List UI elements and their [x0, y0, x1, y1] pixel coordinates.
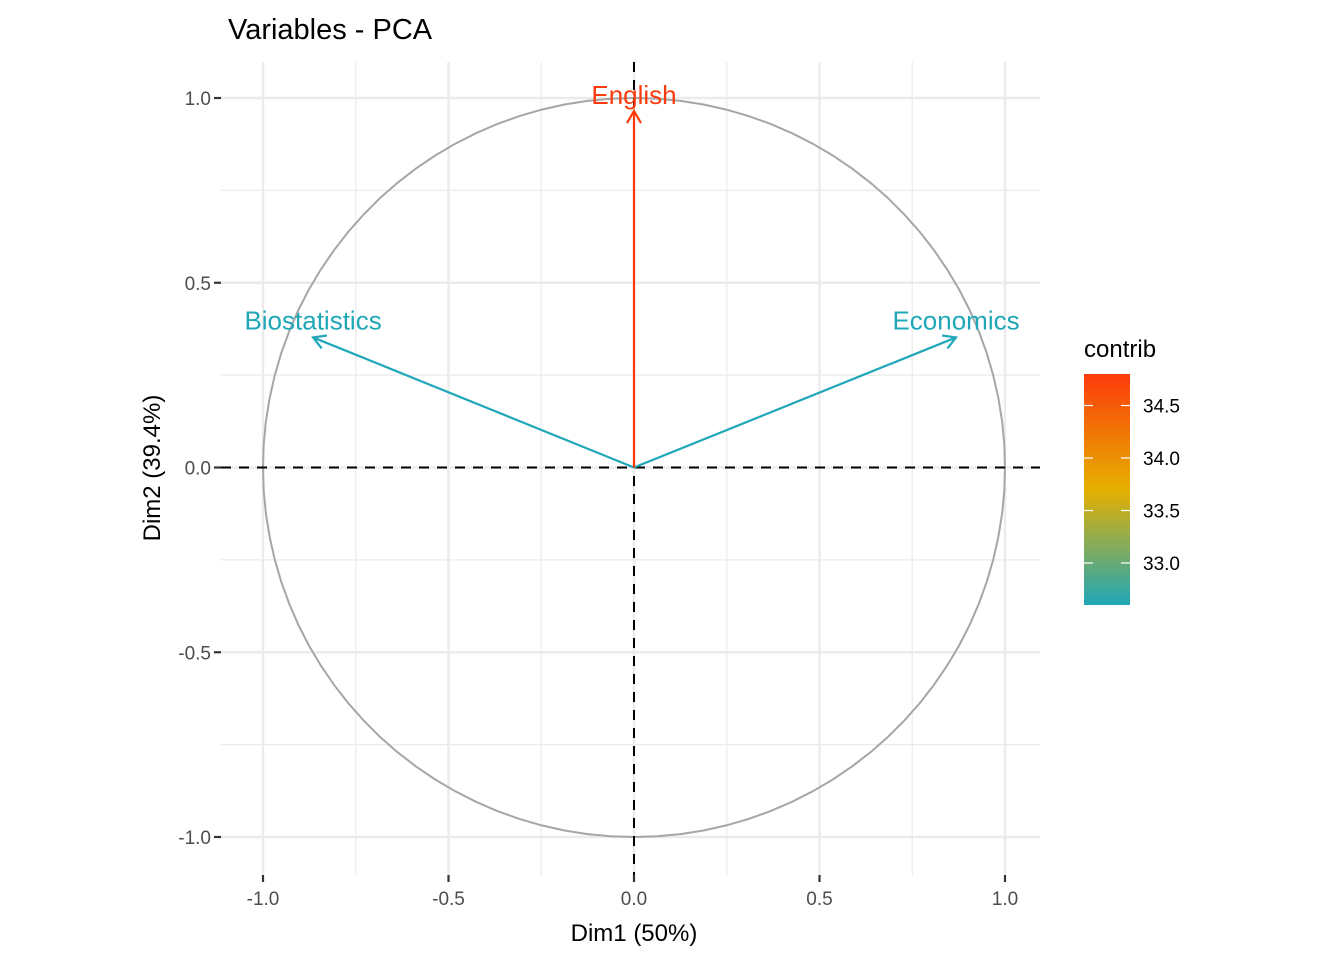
arrow-head	[311, 334, 328, 350]
y-axis-ticks: -1.0 -0.5 0.0 0.5 1.0	[178, 89, 221, 849]
legend-colorbar-ticks: 33.0 33.5 34.0 34.5	[1084, 397, 1180, 575]
y-tick-label: 1.0	[185, 89, 211, 110]
x-tick-label: 0.0	[621, 889, 647, 910]
x-tick-label: 0.5	[806, 889, 832, 910]
legend-title: contrib	[1084, 336, 1156, 363]
variable-arrow-biostatistics: Biostatistics	[244, 305, 635, 469]
x-tick-label: -1.0	[247, 889, 280, 910]
variable-label: Biostatistics	[244, 305, 381, 335]
variable-label: Economics	[892, 305, 1019, 335]
legend-tick-label: 33.5	[1143, 502, 1180, 523]
legend-tick-label: 34.0	[1143, 449, 1180, 470]
arrow-head	[942, 334, 959, 350]
variable-arrow-english: English	[591, 80, 677, 468]
y-tick-label: -1.0	[178, 828, 211, 849]
variable-arrows: Biostatistics Economics English	[244, 80, 1020, 469]
legend: contrib 33.0 33.5 34.0 34.5	[1084, 336, 1180, 605]
arrow-shaft	[633, 336, 957, 469]
chart-title: Variables - PCA	[228, 14, 433, 46]
arrow-head	[626, 108, 642, 124]
y-tick-label: 0.5	[185, 274, 211, 295]
x-axis-title: Dim1 (50%)	[571, 920, 698, 947]
x-tick-label: -0.5	[432, 889, 465, 910]
arrow-shaft	[312, 336, 635, 469]
variable-arrow-economics: Economics	[633, 305, 1020, 469]
legend-tick-label: 34.5	[1143, 397, 1180, 418]
variable-label: English	[591, 80, 676, 110]
y-tick-label: 0.0	[185, 459, 211, 480]
x-tick-label: 1.0	[992, 889, 1018, 910]
y-tick-label: -0.5	[178, 643, 211, 664]
legend-tick-label: 33.0	[1143, 554, 1180, 575]
legend-colorbar	[1084, 374, 1130, 605]
x-axis-ticks: -1.0 -0.5 0.0 0.5 1.0	[247, 875, 1018, 910]
y-axis-title: Dim2 (39.4%)	[139, 395, 166, 542]
